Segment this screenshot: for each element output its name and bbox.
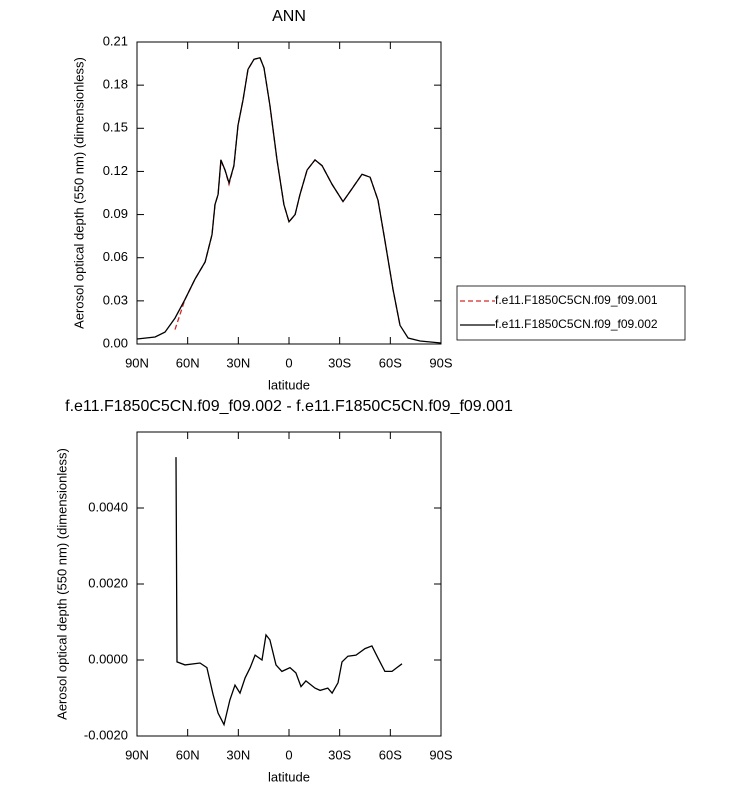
line-series — [175, 457, 403, 727]
legend-label: f.e11.F1850C5CN.f09_f09.002 — [495, 317, 658, 331]
x-axis-label: latitude — [268, 769, 310, 784]
x-tick-label: 0 — [285, 747, 292, 762]
y-tick-label: 0.06 — [103, 249, 128, 264]
y-tick-label: 0.18 — [103, 77, 128, 92]
y-tick-label: 0.00 — [103, 335, 128, 350]
y-tick-label: 0.21 — [103, 33, 128, 48]
legend-box — [456, 285, 686, 341]
x-tick-label: 60N — [176, 355, 200, 370]
plot-frame — [136, 431, 442, 737]
x-tick-label: 30S — [328, 355, 351, 370]
y-tick-label: 0.0020 — [88, 575, 128, 590]
chart-title: f.e11.F1850C5CN.f09_f09.002 - f.e11.F185… — [65, 398, 513, 415]
y-tick-label: 0.0000 — [88, 651, 128, 666]
x-tick-label: 90S — [429, 747, 452, 762]
y-axis-label: Aerosol optical depth (550 nm) (dimensio… — [54, 448, 69, 720]
x-tick-label: 90S — [429, 355, 452, 370]
line-series — [174, 57, 401, 330]
x-tick-label: 30S — [328, 747, 351, 762]
x-tick-label: 60S — [379, 747, 402, 762]
y-tick-label: -0.0020 — [84, 727, 128, 742]
y-tick-label: 0.03 — [103, 292, 128, 307]
legend-label: f.e11.F1850C5CN.f09_f09.001 — [495, 293, 658, 307]
y-tick-label: 0.15 — [103, 120, 128, 135]
x-tick-label: 60N — [176, 747, 200, 762]
x-tick-label: 0 — [285, 355, 292, 370]
y-tick-label: 0.12 — [103, 163, 128, 178]
x-tick-label: 30N — [226, 747, 250, 762]
x-tick-label: 30N — [226, 355, 250, 370]
x-tick-label: 90N — [125, 355, 149, 370]
x-tick-label: 90N — [125, 747, 149, 762]
x-tick-label: 60S — [379, 355, 402, 370]
y-axis-label: Aerosol optical depth (550 nm) (dimensio… — [71, 57, 86, 329]
y-tick-label: 0.0040 — [88, 499, 128, 514]
chart-title: ANN — [272, 8, 306, 25]
y-tick-label: 0.09 — [103, 206, 128, 221]
line-series — [136, 57, 442, 344]
x-axis-label: latitude — [268, 377, 310, 392]
